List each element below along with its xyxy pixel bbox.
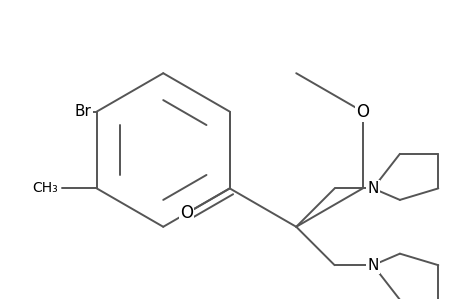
Text: CH₃: CH₃ [33, 182, 58, 195]
Text: N: N [367, 258, 378, 273]
Text: Br: Br [74, 104, 91, 119]
Text: N: N [367, 181, 378, 196]
Text: O: O [179, 204, 193, 222]
Text: O: O [355, 103, 369, 121]
